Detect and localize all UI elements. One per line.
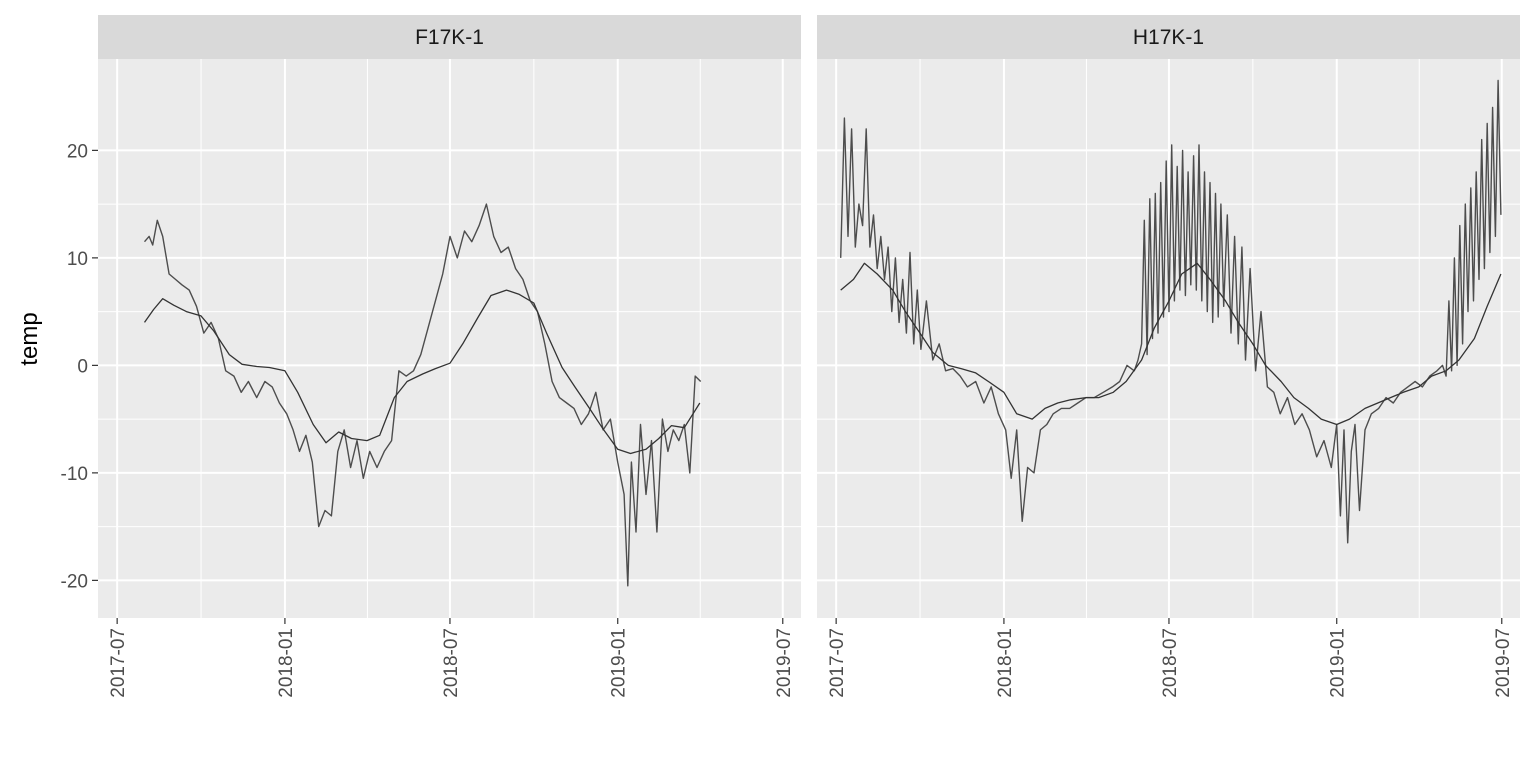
y-tick-label: 20 <box>67 141 88 162</box>
y-tick-label: -20 <box>61 571 88 592</box>
x-tick-label: 2019-01 <box>1328 628 1349 698</box>
series-line-smooth-panel-1 <box>143 289 701 455</box>
series-line-smooth-panel-2 <box>840 262 1502 426</box>
x-tick-label: 2019-01 <box>609 628 630 698</box>
x-tick-label: 2017-07 <box>827 628 848 698</box>
x-tick-label: 2019-07 <box>774 628 795 698</box>
facet-strip-2 <box>817 15 1520 59</box>
x-tick-label: 2019-07 <box>1493 628 1514 698</box>
facet-strip-label-2: H17K-1 <box>1133 26 1204 49</box>
y-tick-label: -10 <box>61 464 88 485</box>
y-tick-label: 0 <box>77 356 88 377</box>
facet-strip-1 <box>98 15 801 59</box>
y-axis-title: temp <box>16 312 43 365</box>
x-tick-label: 2018-07 <box>1160 628 1181 698</box>
x-tick-label: 2017-07 <box>108 628 129 698</box>
series-line-raw-panel-1 <box>143 203 702 587</box>
x-tick-label: 2018-07 <box>441 628 462 698</box>
x-tick-label: 2018-01 <box>995 628 1016 698</box>
y-tick-label: 10 <box>67 249 88 270</box>
facet-strip-label-1: F17K-1 <box>415 26 484 49</box>
x-tick-label: 2018-01 <box>276 628 297 698</box>
